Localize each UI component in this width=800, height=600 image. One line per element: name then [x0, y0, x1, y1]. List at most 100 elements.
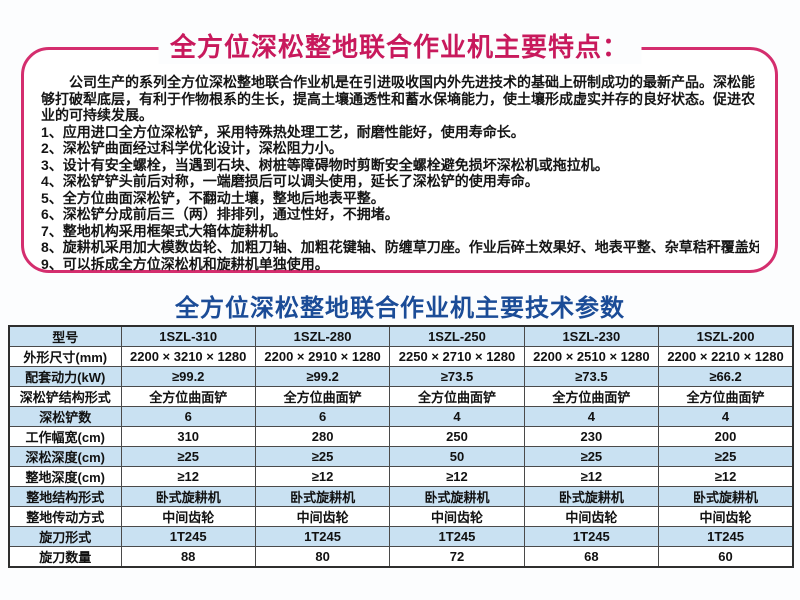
model-header-cell: 1SZL-230	[523, 325, 660, 347]
spec-value-cell: ≥12	[389, 466, 525, 487]
spec-value-cell: ≥12	[658, 466, 794, 487]
feature-item: 6、深松铲分成前后三（两）排排列，通过性好，不拥堵。	[41, 206, 399, 222]
spec-value-cell: 全方位曲面铲	[120, 386, 256, 407]
spec-value-cell: ≥99.2	[254, 366, 391, 387]
params-table: 型号 1SZL-310 1SZL-280 1SZL-250 1SZL-230 1…	[8, 325, 794, 568]
spec-value-cell: 卧式旋耕机	[120, 486, 256, 507]
spec-value-cell: ≥12	[120, 466, 256, 487]
spec-value-cell: 1T245	[658, 526, 794, 547]
spec-row: 整地传动方式 中间齿轮 中间齿轮 中间齿轮 中间齿轮 中间齿轮	[8, 506, 794, 527]
features-content: 公司生产的系列全方位深松整地联合作业机是在引进吸收国内外先进技术的基础上研制成功…	[24, 50, 775, 282]
spec-row: 旋刀形式 1T245 1T245 1T245 1T245 1T245	[8, 526, 794, 547]
feature-item: 1、应用进口全方位深松铲，采用特殊热处理工艺，耐磨性能好，使用寿命长。	[41, 123, 525, 140]
spec-row: 外形尺寸(mm) 2200 × 3210 × 1280 2200 × 2910 …	[8, 346, 794, 367]
feature-item: 5、全方位曲面深松铲，不翻动土壤，整地后地表平整。	[41, 189, 385, 206]
feature-item: 7、整地机构采用框架式大箱体旋耕机。	[41, 222, 287, 239]
spec-value-cell: ≥66.2	[658, 366, 794, 387]
spec-value-cell: 1T245	[389, 526, 525, 547]
spec-value-cell: 4	[389, 406, 525, 427]
spec-value-cell: 6	[254, 406, 391, 427]
spec-value-cell: 2250 × 2710 × 1280	[389, 346, 525, 367]
spec-value-cell: 卧式旋耕机	[389, 486, 525, 507]
spec-value-cell: 2200 × 2210 × 1280	[658, 346, 794, 367]
spec-value-cell: 4	[523, 406, 660, 427]
spec-value-cell: 280	[254, 426, 391, 447]
spec-value-cell: 卧式旋耕机	[658, 486, 794, 507]
spec-value-cell: 中间齿轮	[120, 506, 256, 527]
spec-value-cell: ≥12	[523, 466, 660, 487]
spec-row: 旋刀数量 88 80 72 68 60	[8, 546, 794, 568]
model-header-cell: 1SZL-200	[658, 325, 794, 347]
spec-value-cell: 230	[523, 426, 660, 447]
spec-value-cell: ≥25	[658, 446, 794, 467]
spec-value-cell: 72	[389, 546, 525, 568]
spec-label-cell: 整地传动方式	[8, 506, 122, 527]
model-header-cell: 1SZL-280	[254, 325, 391, 347]
spec-value-cell: 60	[658, 546, 794, 568]
spec-row: 整地深度(cm) ≥12 ≥12 ≥12 ≥12 ≥12	[8, 466, 794, 487]
spec-row: 配套动力(kW) ≥99.2 ≥99.2 ≥73.5 ≥73.5 ≥66.2	[8, 366, 794, 387]
spec-label-cell: 深松铲结构形式	[8, 386, 122, 407]
features-title: 全方位深松整地联合作业机主要特点：	[157, 32, 642, 64]
spec-label-cell: 配套动力(kW)	[8, 366, 122, 387]
model-header-cell: 1SZL-310	[120, 325, 256, 347]
feature-item: 8、旋耕机采用加大模数齿轮、加粗刀轴、加粗花键轴、防缠草刀座。作业后碎土效果好、…	[41, 239, 759, 255]
spec-value-cell: 全方位曲面铲	[389, 386, 525, 407]
spec-label-cell: 整地深度(cm)	[8, 466, 122, 487]
features-intro: 公司生产的系列全方位深松整地联合作业机是在引进吸收国内外先进技术的基础上研制成功…	[41, 74, 755, 123]
model-header-cell: 1SZL-250	[389, 325, 525, 347]
spec-value-cell: 全方位曲面铲	[254, 386, 391, 407]
spec-label-cell: 旋刀数量	[8, 546, 122, 568]
spec-value-cell: 6	[120, 406, 256, 427]
spec-value-cell: 68	[523, 546, 660, 568]
spec-value-cell: 80	[254, 546, 391, 568]
spec-value-cell: 50	[389, 446, 525, 467]
spec-value-cell: 中间齿轮	[523, 506, 660, 527]
spec-label-cell: 工作幅宽(cm)	[8, 426, 122, 447]
model-header-label: 型号	[8, 325, 122, 347]
spec-value-cell: 2200 × 3210 × 1280	[120, 346, 256, 367]
spec-value-cell: 2200 × 2510 × 1280	[523, 346, 660, 367]
feature-item: 9、可以拆成全方位深松机和旋耕机单独使用。	[41, 255, 329, 272]
spec-value-cell: ≥25	[254, 446, 391, 467]
spec-value-cell: 卧式旋耕机	[523, 486, 660, 507]
spec-value-cell: ≥25	[120, 446, 256, 467]
params-title: 全方位深松整地联合作业机主要技术参数	[175, 296, 625, 322]
spec-value-cell: ≥25	[523, 446, 660, 467]
spec-row: 深松铲数 6 6 4 4 4	[8, 406, 794, 427]
spec-value-cell: 88	[120, 546, 256, 568]
spec-value-cell: ≥12	[254, 466, 391, 487]
spec-value-cell: 全方位曲面铲	[658, 386, 794, 407]
spec-label-cell: 深松铲数	[8, 406, 122, 427]
spec-value-cell: 中间齿轮	[389, 506, 525, 527]
table-header-row: 型号 1SZL-310 1SZL-280 1SZL-250 1SZL-230 1…	[8, 325, 794, 347]
spec-row: 深松深度(cm) ≥25 ≥25 50 ≥25 ≥25	[8, 446, 794, 467]
spec-row: 深松铲结构形式 全方位曲面铲 全方位曲面铲 全方位曲面铲 全方位曲面铲 全方位曲…	[8, 386, 794, 407]
spec-value-cell: 2200 × 2910 × 1280	[254, 346, 391, 367]
spec-label-cell: 深松深度(cm)	[8, 446, 122, 467]
feature-item: 2、深松铲曲面经过科学优化设计，深松阻力小。	[41, 140, 343, 156]
spec-value-cell: 中间齿轮	[254, 506, 391, 527]
spec-label-cell: 外形尺寸(mm)	[8, 346, 122, 367]
spec-value-cell: 全方位曲面铲	[523, 386, 660, 407]
spec-value-cell: 卧式旋耕机	[254, 486, 391, 507]
feature-item: 4、深松铲铲头前后对称，一端磨损后可以调头使用，延长了深松铲的使用寿命。	[41, 173, 539, 189]
spec-label-cell: 整地结构形式	[8, 486, 122, 507]
spec-row: 整地结构形式 卧式旋耕机 卧式旋耕机 卧式旋耕机 卧式旋耕机 卧式旋耕机	[8, 486, 794, 507]
spec-value-cell: 310	[120, 426, 256, 447]
spec-value-cell: 1T245	[254, 526, 391, 547]
spec-value-cell: ≥73.5	[523, 366, 660, 387]
spec-value-cell: ≥73.5	[389, 366, 525, 387]
spec-value-cell: 200	[658, 426, 794, 447]
spec-label-cell: 旋刀形式	[8, 526, 122, 547]
feature-item: 3、设计有安全螺栓，当遇到石块、树桩等障碍物时剪断安全螺栓避免损坏深松机或拖拉机…	[41, 156, 609, 173]
spec-row: 工作幅宽(cm) 310 280 250 230 200	[8, 426, 794, 447]
spec-value-cell: 250	[389, 426, 525, 447]
spec-value-cell: ≥99.2	[120, 366, 256, 387]
spec-value-cell: 1T245	[523, 526, 660, 547]
spec-value-cell: 中间齿轮	[658, 506, 794, 527]
features-section: 全方位深松整地联合作业机主要特点： 公司生产的系列全方位深松整地联合作业机是在引…	[21, 32, 778, 273]
spec-value-cell: 1T245	[120, 526, 256, 547]
spec-value-cell: 4	[658, 406, 794, 427]
